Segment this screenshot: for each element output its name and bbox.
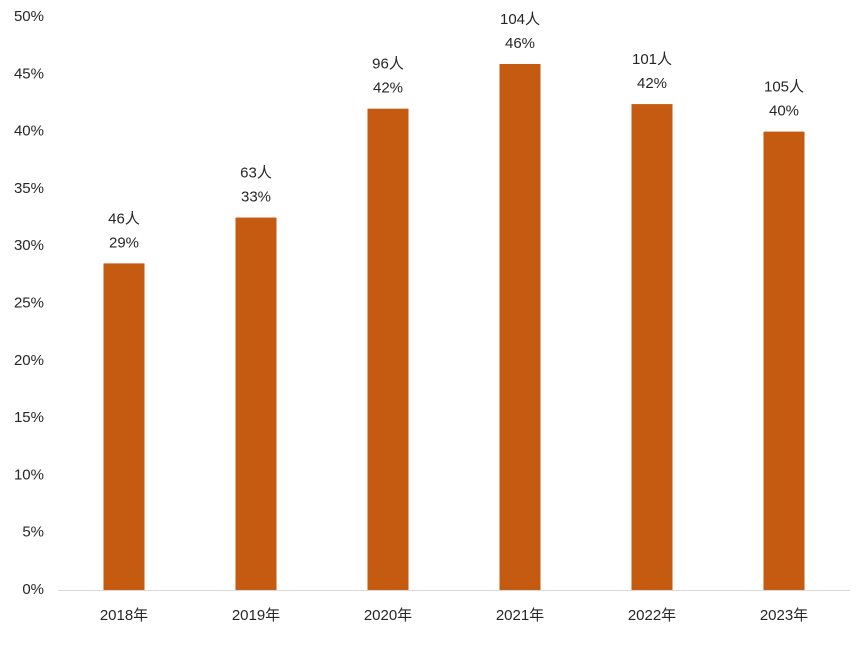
- data-label-count: 96人: [372, 56, 404, 73]
- y-tick-label: 40%: [14, 123, 44, 140]
- y-axis-tick-labels: 0% 5% 10% 15% 20% 25% 30% 35% 40% 45% 50%: [14, 8, 44, 598]
- data-label-count: 46人: [108, 210, 140, 227]
- x-tick-label: 2019年: [232, 607, 280, 624]
- data-label-count: 105人: [764, 79, 804, 96]
- data-label-count: 63人: [240, 165, 272, 182]
- data-label-percent: 46%: [505, 35, 535, 52]
- y-tick-label: 25%: [14, 294, 44, 311]
- y-tick-label: 20%: [14, 352, 44, 369]
- x-tick-label: 2021年: [496, 607, 544, 624]
- data-label-percent: 42%: [373, 80, 403, 97]
- y-tick-label: 45%: [14, 65, 44, 82]
- data-label-percent: 42%: [637, 75, 667, 92]
- x-tick-label: 2018年: [100, 607, 148, 624]
- y-tick-label: 0%: [22, 581, 44, 598]
- bar-2019年: [235, 217, 277, 591]
- data-label-percent: 29%: [109, 234, 139, 251]
- y-tick-label: 10%: [14, 466, 44, 483]
- bar-series: [103, 63, 805, 591]
- y-tick-label: 15%: [14, 409, 44, 426]
- y-tick-label: 35%: [14, 180, 44, 197]
- x-tick-label: 2022年: [628, 607, 676, 624]
- bar-2021年: [499, 63, 541, 590]
- y-tick-label: 5%: [22, 524, 44, 541]
- x-axis-tick-labels: 2018年 2019年 2020年 2021年 2022年 2023年: [100, 607, 808, 624]
- bar-2022年: [631, 104, 673, 590]
- x-tick-label: 2020年: [364, 607, 412, 624]
- x-tick-label: 2023年: [760, 607, 808, 624]
- bar-2020年: [367, 108, 409, 591]
- y-tick-label: 50%: [14, 8, 44, 25]
- data-label-percent: 40%: [769, 103, 799, 120]
- data-label-count: 104人: [500, 11, 540, 28]
- data-label-percent: 33%: [241, 189, 271, 206]
- data-label-count: 101人: [632, 51, 672, 68]
- bar-2018年: [103, 263, 145, 590]
- data-labels: 46人 29% 63人 33% 96人 42% 104人 46% 101人 42% 105人 40%: [108, 11, 804, 251]
- y-tick-label: 30%: [14, 237, 44, 254]
- bar-2023年: [763, 131, 805, 590]
